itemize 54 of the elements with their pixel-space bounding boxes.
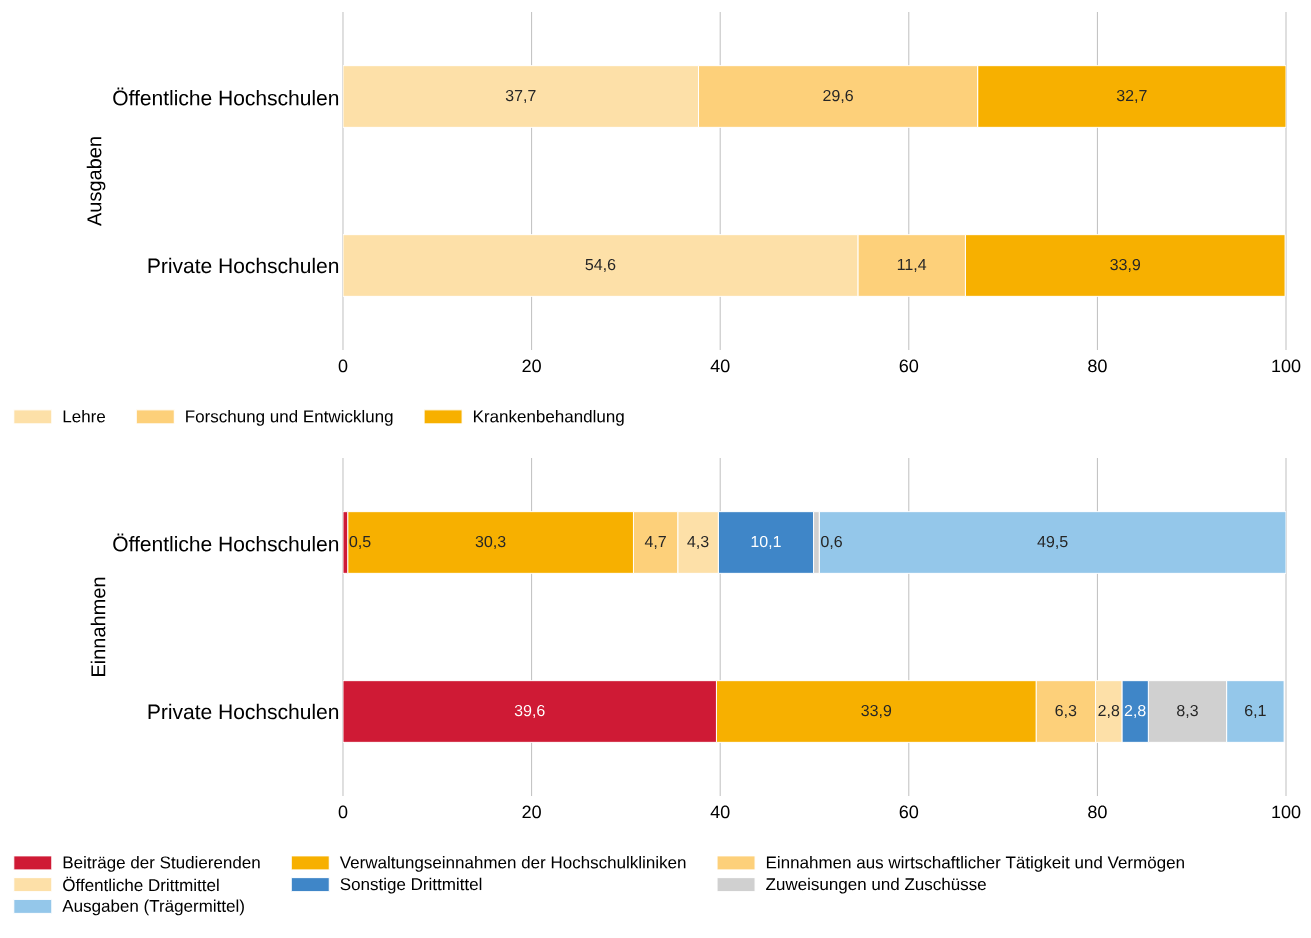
data-label: 29,6 (823, 89, 853, 104)
x-tick-label: 80 (1088, 805, 1107, 819)
x-tick-label: 20 (522, 359, 541, 373)
legend-label: Beiträge der Studierenden (63, 855, 260, 872)
legend-label: Öffentliche Drittmittel (63, 876, 219, 892)
y-axis-title: Ausgaben (86, 137, 106, 226)
data-label: 11,4 (897, 258, 927, 273)
x-tick-label: 100 (1272, 359, 1301, 373)
bar (818, 511, 1287, 574)
data-label: 33,9 (1110, 258, 1141, 273)
legend-label: Einnahmen aus wirtschaftlicher Tätigkeit und Vermögen (766, 855, 1184, 872)
data-label: 32,7 (1116, 89, 1147, 104)
y-axis-title: Einnahmen (90, 577, 106, 676)
bar (977, 65, 1287, 128)
data-label: 4,3 (687, 535, 709, 550)
x-tick-label: 40 (710, 359, 730, 373)
bar (964, 234, 1286, 297)
data-label: 4,7 (644, 535, 666, 550)
legend-label: Verwaltungseinnahmen der Hochschulkliniken (339, 855, 686, 872)
x-tick-label: 60 (899, 359, 919, 373)
data-label: 8,3 (1177, 704, 1198, 719)
data-label: 37,7 (505, 89, 536, 104)
data-label: 54,6 (585, 258, 616, 273)
data-label: 6,3 (1055, 704, 1077, 719)
legend-label: Ausgaben (Trägermittel) (62, 899, 244, 916)
data-label: 6,1 (1245, 704, 1266, 719)
legend-label: Forschung und Entwicklung (186, 409, 393, 426)
y-tick-label: Öffentliche Hochschulen (113, 533, 339, 552)
data-label: 49,5 (1037, 535, 1068, 550)
data-label: 33,9 (861, 704, 892, 719)
data-label: 2,8 (1124, 704, 1146, 719)
y-tick-label: Private Hochschulen (148, 703, 339, 720)
x-tick-label: 0 (338, 805, 348, 819)
legend-label: Lehre (63, 409, 106, 423)
data-label: 10,1 (751, 535, 781, 550)
data-label: 2,8 (1098, 704, 1120, 719)
x-tick-label: 0 (338, 359, 348, 373)
x-tick-label: 80 (1088, 359, 1107, 373)
bar (343, 65, 700, 128)
data-label: 30,3 (475, 535, 506, 550)
y-tick-label: Private Hochschulen (148, 257, 339, 274)
data-label: 0,6 (821, 535, 842, 550)
y-tick-label: Öffentliche Hochschulen (113, 87, 339, 106)
x-tick-label: 60 (899, 805, 919, 819)
bar (1226, 680, 1285, 743)
legend-label: Sonstige Drittmittel (340, 877, 482, 894)
x-tick-label: 100 (1272, 805, 1301, 819)
bar (343, 234, 859, 297)
x-tick-label: 40 (710, 805, 730, 819)
data-label: 0,5 (349, 535, 371, 550)
data-label: 39,6 (514, 704, 545, 719)
legend-label: Krankenbehandlung (473, 409, 624, 426)
x-tick-label: 20 (522, 805, 541, 819)
legend-label: Zuweisungen und Zuschüsse (766, 877, 986, 894)
